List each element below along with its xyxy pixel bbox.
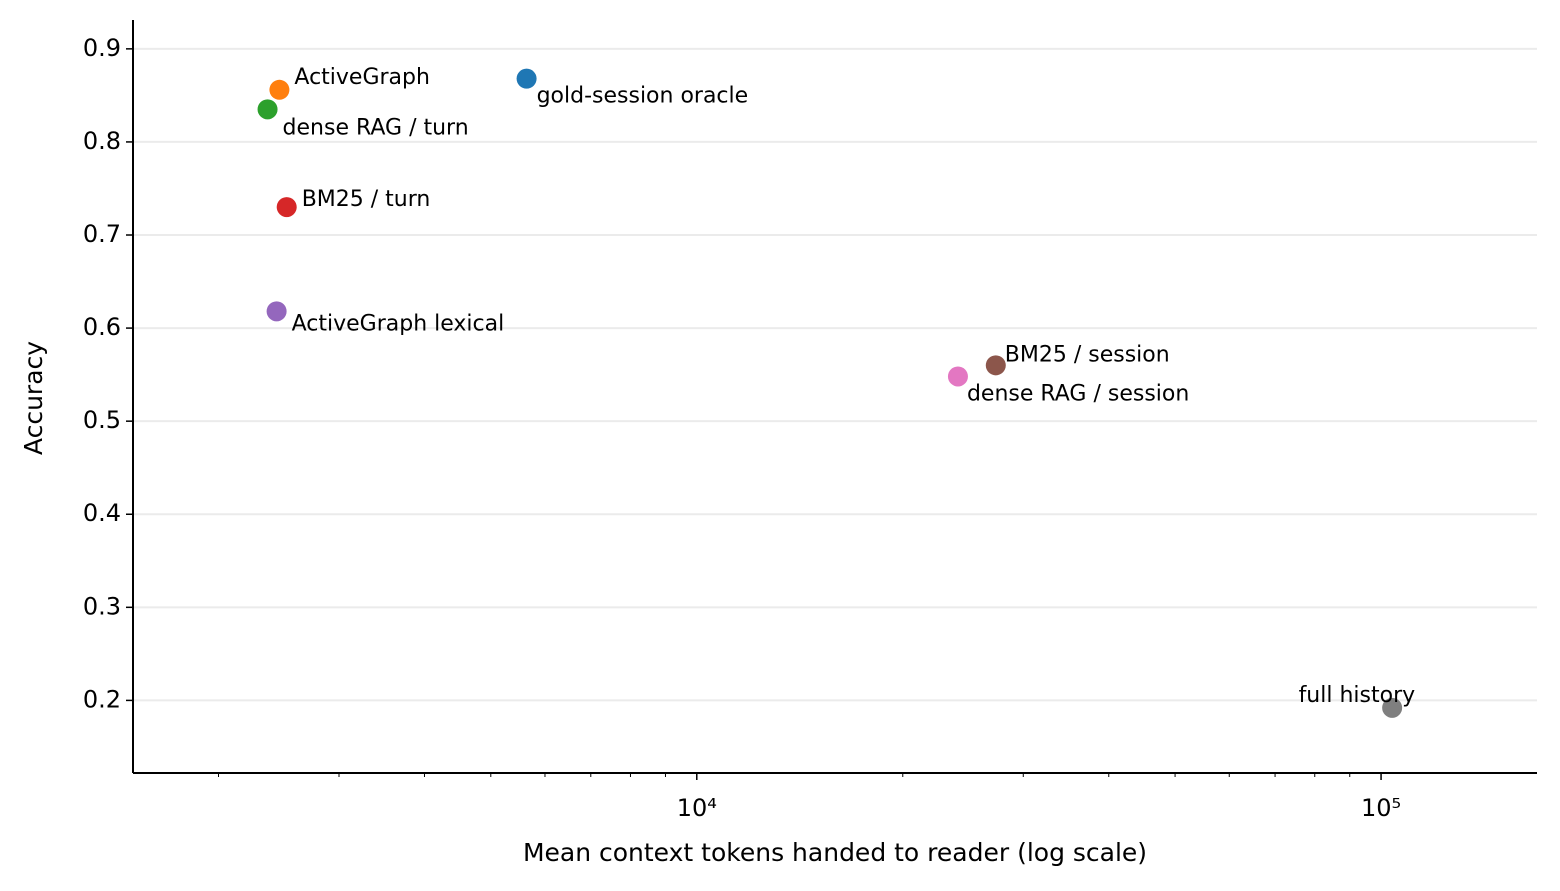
point bbox=[516, 68, 537, 89]
x-tick-label: 10⁴ bbox=[677, 794, 717, 822]
point bbox=[266, 301, 287, 322]
y-tick-label: 0.3 bbox=[83, 592, 121, 620]
point-label: full history bbox=[1299, 683, 1416, 708]
y-tick-label: 0.5 bbox=[83, 406, 121, 434]
x-tick-label: 10⁵ bbox=[1361, 794, 1401, 822]
point bbox=[257, 99, 278, 120]
y-tick-label: 0.9 bbox=[83, 34, 121, 62]
point-label: dense RAG / session bbox=[967, 381, 1189, 406]
y-tick-label: 0.8 bbox=[83, 127, 121, 155]
point-label: ActiveGraph lexical bbox=[292, 311, 505, 336]
y-tick-label: 0.4 bbox=[83, 499, 121, 527]
point-label: BM25 / turn bbox=[302, 187, 431, 212]
y-tick-label: 0.7 bbox=[83, 220, 121, 248]
point bbox=[276, 197, 297, 218]
point-label: BM25 / session bbox=[1005, 342, 1170, 367]
point bbox=[985, 355, 1006, 376]
y-axis-label: Accuracy bbox=[19, 341, 48, 455]
point-label: gold-session oracle bbox=[537, 84, 749, 109]
y-tick-label: 0.2 bbox=[83, 685, 121, 713]
point bbox=[1382, 697, 1403, 718]
y-tick-label: 0.6 bbox=[83, 313, 121, 341]
point-label: dense RAG / turn bbox=[283, 115, 469, 140]
point bbox=[947, 366, 968, 387]
point-label: ActiveGraph bbox=[294, 65, 430, 90]
point bbox=[269, 79, 290, 100]
x-axis-label: Mean context tokens handed to reader (lo… bbox=[523, 838, 1147, 867]
